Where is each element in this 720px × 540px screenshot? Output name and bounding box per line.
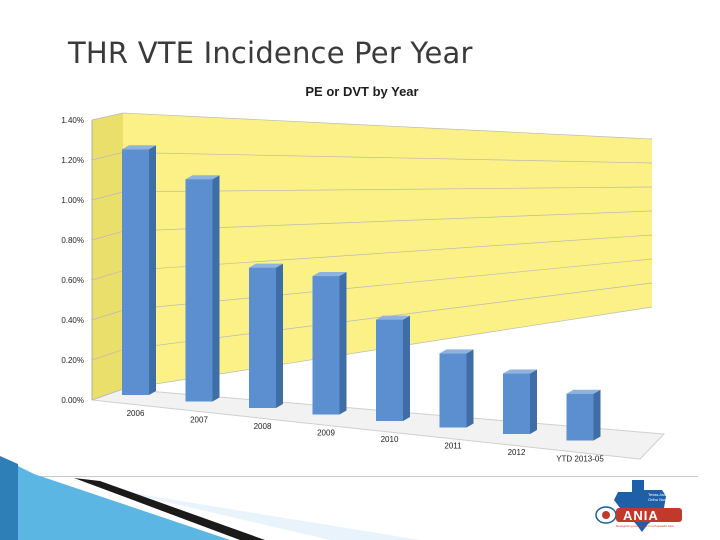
chart-side-wall — [92, 113, 123, 400]
x-tick-label: 2009 — [317, 429, 335, 438]
bar — [503, 369, 537, 434]
bar — [566, 389, 601, 441]
y-tick-label: 1.00% — [61, 196, 84, 205]
gridline-side — [91, 349, 124, 361]
y-axis: 0.00% 0.20% 0.40% 0.60% 0.80% 1.00% 1.20% 1.40% — [61, 116, 93, 405]
x-tick-label: 2012 — [508, 448, 526, 457]
bar — [249, 263, 283, 408]
gridline-side — [91, 191, 124, 201]
chart-title: PE or DVT by Year — [305, 84, 419, 99]
x-tick-label: 2008 — [254, 422, 272, 431]
logo-tagline: Recognizing excellence in orthopaedic ca… — [616, 524, 674, 528]
y-tick-label: 1.20% — [61, 156, 84, 165]
y-tick-label: 1.40% — [61, 116, 84, 125]
gridline — [122, 112, 653, 140]
bar — [439, 349, 474, 428]
y-tick-label: 0.00% — [61, 396, 84, 405]
x-tick-label: 2010 — [381, 435, 399, 444]
gridline-side — [91, 112, 124, 121]
y-tick-label: 0.40% — [61, 316, 84, 325]
gridline-side — [91, 270, 124, 281]
x-tick-label: 2006 — [127, 409, 145, 418]
bar — [312, 272, 347, 415]
x-tick-label: 2011 — [444, 442, 462, 451]
x-axis: 2006 2007 2008 2009 2010 2011 2012 YTD 2013-05 — [127, 409, 605, 464]
gridline — [122, 152, 653, 164]
svg-text:Texas Assoc. of: Texas Assoc. of — [648, 492, 677, 497]
bar — [185, 175, 220, 402]
y-tick-label: 0.20% — [61, 356, 84, 365]
bar — [376, 315, 410, 421]
bar — [122, 145, 156, 395]
x-tick-label: 2007 — [190, 416, 208, 425]
x-tick-label: YTD 2013-05 — [556, 455, 604, 464]
y-tick-label: 0.80% — [61, 236, 84, 245]
footer-divider — [18, 476, 698, 477]
gridline-side — [91, 152, 124, 161]
slide-title: THR VTE Incidence Per Year — [68, 36, 473, 70]
gridline-side — [91, 230, 124, 241]
gridline-side — [91, 309, 124, 321]
bars — [122, 145, 601, 441]
gridline-side — [91, 388, 124, 401]
y-tick-label: 0.60% — [61, 276, 84, 285]
ania-logo: Texas Assoc. of Ortho Nurses ANIA Recogn… — [595, 480, 682, 532]
logo-brand: ANIA — [623, 508, 659, 523]
svg-text:Ortho Nurses: Ortho Nurses — [648, 497, 672, 502]
